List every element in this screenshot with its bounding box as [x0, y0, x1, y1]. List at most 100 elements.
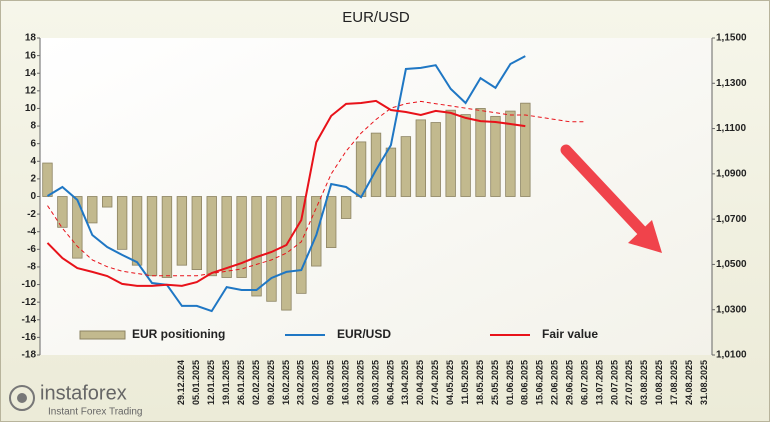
x-tick-label: 08.06.2025: [520, 360, 530, 405]
bar: [385, 147, 397, 197]
y-tick-label: -8: [27, 262, 36, 273]
x-tick-label: 12.01.2025: [206, 360, 216, 405]
x-tick-label: 09.02.2025: [266, 360, 276, 405]
bar: [370, 132, 382, 197]
x-tick-label: 06.04.2025: [385, 360, 395, 405]
y2-tick-label: 1,1500: [716, 33, 747, 44]
bar: [340, 196, 352, 219]
bar: [161, 196, 173, 278]
x-tick-label: 20.04.2025: [415, 360, 425, 405]
y-tick-label: 4: [30, 156, 36, 167]
x-tick-label: 01.06.2025: [505, 360, 515, 405]
x-tick-label: 20.07.2025: [609, 360, 619, 405]
y-tick-label: -4: [27, 226, 36, 237]
y-tick-label: -10: [22, 279, 37, 290]
y-tick-label: 8: [30, 121, 36, 132]
y-tick-label: 18: [25, 33, 37, 44]
y2-tick-label: 1,0300: [716, 304, 747, 315]
x-tick-label: 27.04.2025: [430, 360, 440, 405]
x-tick-label: 17.08.2025: [669, 360, 679, 405]
y-tick-label: 16: [25, 50, 37, 61]
y-tick-label: -6: [27, 244, 36, 255]
x-tick-label: 16.02.2025: [281, 360, 291, 405]
y2-tick-label: 1,0900: [716, 168, 747, 179]
x-tick-label: 23.02.2025: [296, 360, 306, 405]
bar: [221, 196, 232, 278]
bar: [430, 122, 441, 197]
x-tick-label: 29.06.2025: [565, 360, 575, 405]
bar: [236, 196, 247, 278]
y-tick-label: -18: [22, 350, 37, 361]
x-tick-label: 11.05.2025: [460, 360, 470, 405]
x-tick-label: 09.03.2025: [326, 360, 336, 405]
legend-swatch: [79, 330, 126, 340]
bar: [206, 196, 217, 277]
bar: [251, 196, 262, 297]
x-tick-label: 05.01.2025: [191, 360, 201, 405]
bar: [87, 196, 98, 224]
y-tick-label: -2: [27, 209, 36, 220]
bar: [116, 196, 128, 250]
bar: [146, 196, 158, 277]
bar: [415, 119, 426, 197]
y-tick-label: 0: [30, 191, 36, 202]
bar: [42, 162, 53, 197]
y-tick-label: 10: [25, 103, 37, 114]
watermark-logo: [9, 385, 35, 411]
legend-label: EUR/USD: [337, 327, 391, 341]
bar: [131, 196, 143, 266]
x-tick-label: 18.05.2025: [475, 360, 485, 405]
x-tick-label: 06.07.2025: [579, 360, 589, 405]
bar: [445, 109, 456, 197]
x-tick-label: 29.12.2024: [176, 360, 186, 405]
x-tick-label: 03.08.2025: [639, 360, 649, 405]
x-tick-label: 16.03.2025: [341, 360, 351, 405]
bar: [191, 196, 202, 270]
legend-label: Fair value: [542, 327, 598, 341]
x-tick-label: 22.06.2025: [550, 360, 560, 405]
bar: [460, 114, 471, 197]
bar: [400, 136, 412, 197]
x-tick-label: 23.03.2025: [355, 360, 365, 405]
y-tick-label: 6: [30, 138, 36, 149]
x-tick-label: 04.05.2025: [445, 360, 455, 405]
y2-tick-label: 1,0500: [716, 259, 747, 270]
x-tick-label: 13.07.2025: [594, 360, 604, 405]
bar: [176, 196, 188, 266]
line: [46, 55, 526, 313]
x-tick-label: 30.03.2025: [370, 360, 380, 405]
x-tick-label: 13.04.2025: [400, 360, 410, 405]
x-tick-label: 26.01.2025: [236, 360, 246, 405]
y-tick-label: 14: [25, 68, 37, 79]
y-tick-label: -12: [22, 297, 37, 308]
bar: [296, 196, 307, 294]
chart-title: EUR/USD: [342, 9, 410, 26]
y-tick-label: 12: [25, 85, 37, 96]
legend-label: EUR positioning: [132, 327, 225, 341]
x-tick-label: 19.01.2025: [221, 360, 231, 405]
bar: [505, 110, 516, 197]
x-tick-label: 15.06.2025: [535, 360, 545, 405]
x-tick-label: 10.08.2025: [654, 360, 664, 405]
bar: [57, 196, 68, 228]
y-tick-label: -14: [22, 314, 37, 325]
watermark-name: instaforex: [40, 382, 127, 404]
x-tick-label: 31.08.2025: [699, 360, 709, 405]
x-tick-label: 25.05.2025: [490, 360, 500, 405]
y2-tick-label: 1,0100: [716, 350, 747, 361]
y-tick-label: -16: [22, 332, 37, 343]
bar: [520, 102, 531, 197]
y2-tick-label: 1,0700: [716, 214, 747, 225]
x-tick-label: 24.08.2025: [684, 360, 694, 405]
watermark-tagline: Instant Forex Trading: [48, 407, 143, 418]
x-tick-label: 27.07.2025: [624, 360, 634, 405]
line: [46, 99, 526, 287]
y2-tick-label: 1,1300: [716, 78, 747, 89]
bar: [355, 141, 367, 197]
bar: [490, 115, 501, 197]
bar: [311, 196, 322, 267]
bar: [266, 196, 277, 302]
bar: [326, 196, 337, 248]
bar: [281, 196, 292, 311]
